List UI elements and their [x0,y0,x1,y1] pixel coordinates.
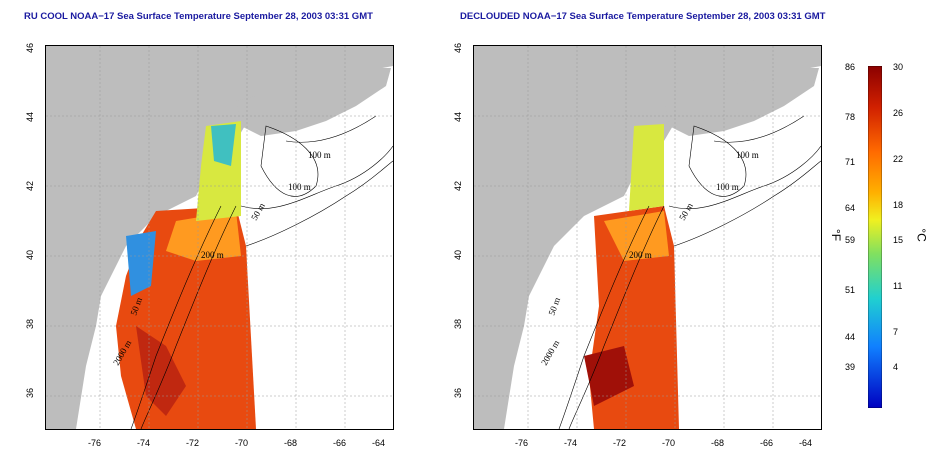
contour-label: 100 m [716,182,739,192]
celsius-tick: 4 [893,362,899,372]
lon-tick: -76 [515,438,529,448]
contour-label: 50 m [546,296,562,317]
lat-tick: 42 [25,180,36,192]
contour-line [245,160,393,247]
map-panel-left: 100 m 100 m 50 m 200 m 50 m 2000 m [45,45,394,430]
lon-tick: -70 [235,438,249,448]
lon-tick: -76 [88,438,102,448]
lat-tick: 44 [453,111,464,123]
map-title-right: DECLOUDED NOAA−17 Sea Surface Temperatur… [460,11,826,22]
fahrenheit-tick: 39 [845,362,856,372]
lat-tick: 36 [25,387,36,399]
land-mass [46,46,393,429]
sst-swath-cool [629,124,664,211]
celsius-tick: 7 [893,327,899,337]
contour-label: 2000 m [539,338,561,367]
sst-gulfstream [136,326,186,416]
lat-tick: 44 [25,111,36,123]
fahrenheit-tick: 86 [845,62,856,72]
sst-swath-cold [211,124,236,166]
lat-tick: 38 [25,318,36,330]
celsius-tick: 22 [893,154,904,164]
sst-map-right: 100 m 100 m 50 m 200 m 50 m 2000 m [474,46,821,429]
contour-label: 50 m [249,201,267,222]
contour-line [285,115,377,143]
celsius-tick: 18 [893,200,904,210]
lon-tick: -72 [186,438,200,448]
lat-tick: 36 [453,387,464,399]
lon-tick: -68 [711,438,725,448]
contour-line [568,205,665,429]
lon-tick: -72 [613,438,627,448]
contour-label: 100 m [308,150,331,160]
lat-tick: 46 [453,42,464,54]
lat-tick: 46 [25,42,36,54]
lon-tick: -74 [564,438,578,448]
lon-tick: -64 [799,438,813,448]
contour-label: 100 m [288,182,311,192]
lon-tick: -66 [760,438,774,448]
fahrenheit-tick: 44 [845,332,856,342]
fahrenheit-unit: °F [829,228,844,242]
lat-tick: 42 [453,180,464,192]
sst-swath-mid [604,211,669,261]
celsius-tick: 15 [893,235,904,245]
grid-lines [474,46,821,429]
celsius-tick: 26 [893,108,904,118]
lat-tick: 38 [453,318,464,330]
contour-line [130,205,222,429]
nova-scotia-land [664,68,819,136]
lon-tick: -74 [137,438,151,448]
lon-tick: -66 [333,438,347,448]
contour-label: 200 m [201,250,224,260]
lon-tick: -64 [372,438,386,448]
lon-tick: -68 [284,438,298,448]
fahrenheit-tick: 64 [845,203,856,213]
fahrenheit-tick: 51 [845,285,856,295]
contour-line [140,205,237,429]
contour-line [713,115,805,143]
contour-line [673,160,821,247]
fahrenheit-tick: 71 [845,157,856,167]
land-mass [474,46,821,429]
contour-label: 50 m [677,201,695,222]
lon-tick: -70 [662,438,676,448]
sst-coastal-cold [126,231,156,296]
grid-lines [46,46,393,429]
map-title-left: RU COOL NOAA−17 Sea Surface Temperature … [24,11,373,22]
celsius-tick: 30 [893,62,904,72]
sst-map-left: 100 m 100 m 50 m 200 m 50 m 2000 m [46,46,393,429]
fahrenheit-tick: 59 [845,235,856,245]
sst-gulfstream [584,346,634,406]
lat-tick: 40 [25,249,36,261]
contour-label: 100 m [736,150,759,160]
contour-label: 200 m [629,250,652,260]
sst-swath-mid [166,211,241,261]
celsius-unit: °C [914,228,929,242]
contour-line [558,205,650,429]
map-panel-right: 100 m 100 m 50 m 200 m 50 m 2000 m [473,45,822,430]
colorbar [868,66,882,408]
celsius-tick: 11 [893,281,903,291]
nova-scotia-land [236,68,391,136]
fahrenheit-tick: 78 [845,112,856,122]
lat-tick: 40 [453,249,464,261]
